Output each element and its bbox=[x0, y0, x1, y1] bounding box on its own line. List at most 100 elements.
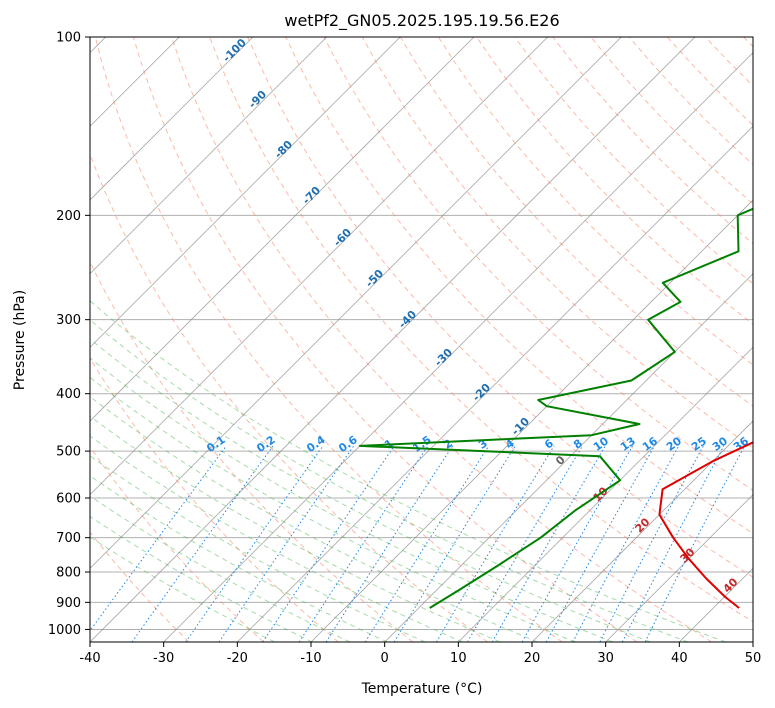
mixing-ratio-line bbox=[325, 445, 454, 642]
mixing-ratio-line bbox=[131, 445, 274, 642]
dry-adiabat-label: -80 bbox=[272, 138, 295, 161]
dry-adiabat-line bbox=[361, 37, 753, 449]
dry-adiabat-line bbox=[514, 37, 753, 285]
y-axis: 100 200 300 400 500 600 700 800 900 1000 bbox=[48, 31, 90, 638]
mixing-ratio-label: 6 bbox=[542, 436, 556, 451]
dry-adiabat-line bbox=[90, 531, 190, 642]
mixing-ratio-label: 0.2 bbox=[254, 433, 277, 455]
dry-adiabat-label: -10 bbox=[509, 415, 532, 438]
dry-adiabat-label: -70 bbox=[300, 184, 323, 207]
y-tick-label: 400 bbox=[56, 387, 81, 402]
y-tick-label: 500 bbox=[56, 445, 81, 460]
x-tick-label: -40 bbox=[79, 651, 100, 666]
dry-adiabat-line bbox=[399, 37, 753, 407]
mixing-ratio-line bbox=[521, 445, 633, 642]
y-tick-label: 1000 bbox=[48, 623, 81, 638]
mixing-ratio-line bbox=[545, 445, 656, 642]
dry-adiabat-line bbox=[90, 356, 339, 642]
dry-adiabat-line bbox=[90, 260, 414, 642]
moist-adiabat-line bbox=[90, 495, 351, 642]
mixing-ratio-line bbox=[644, 445, 746, 642]
moist-adiabat-line bbox=[90, 415, 501, 642]
isotherm-line bbox=[90, 37, 327, 275]
dry-adiabat-line bbox=[94, 37, 563, 642]
moist-adiabat-line bbox=[90, 300, 726, 642]
isotherm-line bbox=[458, 346, 753, 642]
isotherm-line bbox=[237, 125, 753, 642]
y-tick-label: 300 bbox=[56, 313, 81, 328]
dry-adiabat-line bbox=[247, 37, 753, 578]
x-tick-label: 40 bbox=[671, 651, 688, 666]
moist-adiabat-line bbox=[90, 455, 426, 642]
mixing-ratio-label: 3 bbox=[476, 437, 490, 452]
isotherm-line bbox=[605, 494, 753, 642]
dry-adiabat-line bbox=[90, 446, 264, 642]
mixing-ratio-label: 0.1 bbox=[204, 433, 227, 455]
x-tick-label: 0 bbox=[381, 651, 389, 666]
isotherm-line bbox=[90, 37, 622, 569]
mixing-ratio-line bbox=[393, 445, 516, 642]
moist-adiabat-line bbox=[90, 338, 651, 642]
temperature-profile-line bbox=[658, 441, 753, 609]
mixing-ratio-line bbox=[185, 445, 324, 642]
isotherm-line bbox=[90, 37, 254, 201]
mixing-ratio-line bbox=[262, 445, 395, 642]
mixing-ratio-label: 0.4 bbox=[304, 433, 328, 455]
dry-adiabat-line bbox=[437, 37, 753, 366]
dry-adiabat-line bbox=[209, 37, 753, 623]
mixing-ratio-line bbox=[298, 445, 429, 642]
isotherm-line bbox=[90, 37, 548, 496]
x-tick-label: 30 bbox=[597, 651, 614, 666]
isotherm-line bbox=[90, 37, 696, 642]
mixing-ratio-line bbox=[621, 445, 725, 642]
mixing-ratio-line bbox=[218, 445, 355, 642]
y-tick-label: 100 bbox=[56, 31, 81, 46]
dry-adiabat-label: -20 bbox=[470, 381, 493, 404]
isotherm-line bbox=[752, 641, 753, 642]
x-tick-label: -10 bbox=[300, 651, 321, 666]
x-tick-label: 50 bbox=[745, 651, 762, 666]
y-tick-label: 200 bbox=[56, 209, 81, 224]
dry-adiabat-label: -90 bbox=[246, 88, 269, 111]
dewpoint-profile-line bbox=[358, 207, 753, 609]
mixing-ratio-line bbox=[467, 445, 584, 642]
y-tick-label: 800 bbox=[56, 566, 81, 581]
x-tick-label: 20 bbox=[524, 651, 541, 666]
mixing-ratio-line bbox=[435, 445, 555, 642]
mixing-ratio-label: 0.6 bbox=[336, 433, 360, 455]
dry-adiabat-label: -30 bbox=[432, 346, 455, 369]
isotherm-line bbox=[90, 37, 475, 422]
x-axis: -40 -30 -20 -10 0 10 20 30 40 50 bbox=[79, 642, 761, 666]
isotherm-line bbox=[310, 199, 753, 642]
dry-adiabat-label: 40 bbox=[721, 575, 741, 595]
isotherm-line bbox=[531, 420, 753, 642]
dry-adiabat-line bbox=[90, 152, 488, 642]
isotherm-line bbox=[90, 37, 401, 348]
moist-adiabat-line bbox=[90, 435, 463, 642]
plot-frame bbox=[89, 36, 754, 643]
dry-adiabat-label: -100 bbox=[220, 36, 249, 65]
moist-adiabat-line bbox=[90, 319, 689, 642]
dry-adiabat-line bbox=[743, 37, 753, 48]
chart-title: wetPf2_GN05.2025.195.19.56.E26 bbox=[284, 11, 559, 31]
plot-area: 0.1 0.2 0.4 0.6 1 1.5 2 3 4 6 8 10 13 16 20 25 30 36-100-… bbox=[90, 36, 753, 642]
moist-adiabat-line bbox=[90, 515, 313, 642]
dry-adiabat-label: -50 bbox=[363, 267, 386, 290]
moist-adiabat-line bbox=[90, 536, 275, 642]
dry-adiabat-label: 20 bbox=[633, 515, 653, 535]
moist-adiabat-line bbox=[90, 357, 614, 642]
x-tick-label: 10 bbox=[450, 651, 467, 666]
y-axis-label: Pressure (hPa) bbox=[12, 290, 28, 390]
mixing-ratio-line bbox=[572, 445, 680, 642]
isotherm-line bbox=[384, 273, 753, 642]
x-tick-label: -20 bbox=[227, 651, 248, 666]
dry-adiabat-line bbox=[132, 37, 638, 642]
mixing-ratio-line bbox=[364, 445, 490, 642]
dry-adiabat-label: -40 bbox=[396, 308, 419, 331]
y-tick-label: 900 bbox=[56, 596, 81, 611]
x-axis-label: Temperature (°C) bbox=[361, 681, 483, 697]
y-tick-label: 700 bbox=[56, 531, 81, 546]
dry-adiabat-label: -60 bbox=[331, 226, 354, 249]
dry-adiabat-line bbox=[171, 37, 712, 642]
